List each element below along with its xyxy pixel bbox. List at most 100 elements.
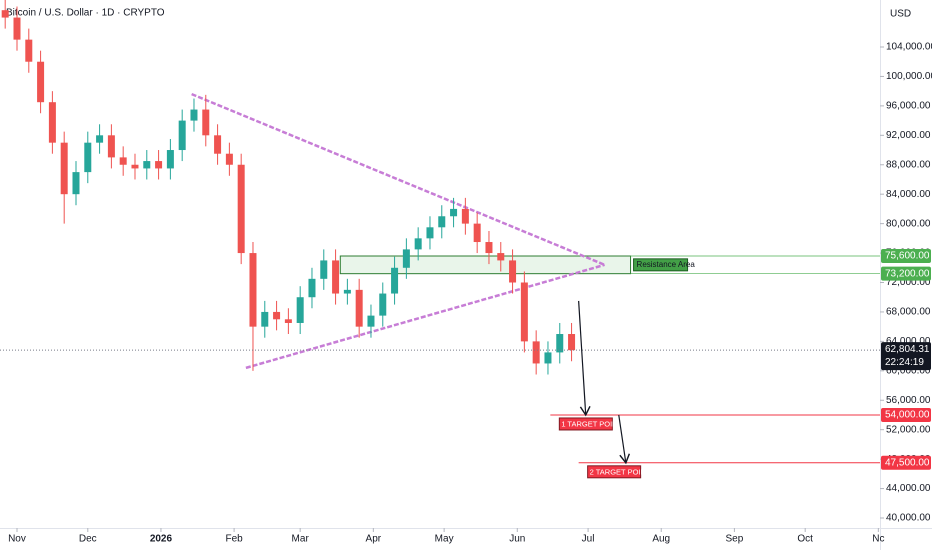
y-tick-label: 68,000.00 [886,307,931,318]
x-tick-label: Dec [79,534,97,545]
x-tick-label: Nov [8,534,26,545]
candle-body [308,278,316,298]
chart-title: Bitcoin / U.S. Dollar · 1D · CRYPTO [6,8,165,19]
countdown: 22:24:19 [885,357,924,368]
candle-body [485,242,493,254]
x-tick-label: Jun [509,534,525,545]
candle-body [261,311,269,327]
y-tick-label: 96,000.00 [886,101,931,112]
target-arrow [618,414,631,465]
candle-body [143,161,151,169]
x-tick-label: Oct [797,534,813,545]
last-price-box [881,342,931,371]
candle-body [25,39,33,62]
target-label: 2 TARGET POINT [590,467,651,476]
x-tick-label: Jul [582,534,595,545]
candle-body [391,267,399,294]
candle-body [107,135,115,158]
candle-body [48,102,56,143]
y-tick-label: 80,000.00 [886,218,931,229]
resistance-area [339,255,632,275]
y-tick-label: 84,000.00 [886,189,931,200]
target-price-label: 47,500.00 [885,457,930,468]
candle-body [426,227,434,239]
candle-body [237,164,245,254]
candle-body [13,17,21,40]
candle-body [284,319,292,323]
resistance-label: Resistance Area [637,260,696,269]
triangle-lower [245,263,605,370]
candle-body [96,135,104,143]
candle-body [438,216,446,228]
y-tick-label: 44,000.00 [886,483,931,494]
target-price-box [881,407,931,422]
y-tick-label: 56,000.00 [886,395,931,406]
candle-body [131,164,139,169]
target-label: 1 TARGET POINT [561,419,622,428]
target-label-box [558,417,613,431]
candle-body [332,260,340,294]
y-tick-label: 40,000.00 [886,513,931,524]
x-tick-label: Mar [292,534,310,545]
candle-body [178,120,186,151]
candle-body [556,334,564,353]
candle-body [273,311,281,320]
resistance-price-box [881,249,931,264]
y-tick-label: 92,000.00 [886,130,931,141]
x-tick-label: Nc [872,534,884,545]
y-tick-label: 88,000.00 [886,159,931,170]
candle-body [249,253,257,327]
x-tick-label: Aug [652,534,670,545]
currency: USD [890,9,911,20]
x-tick-label: Apr [366,534,382,545]
y-tick-label: 104,000.00 [886,42,932,53]
y-tick-label: 52,000.00 [886,424,931,435]
candle-body [461,208,469,224]
candle-body [532,341,540,364]
candle-body [190,109,198,121]
resistance-price-label: 73,200.00 [885,268,930,279]
target-label-box [587,465,642,479]
candle-body [402,249,410,268]
candle-body [520,282,528,342]
candle-body [544,352,552,364]
target-price-label: 54,000.00 [885,410,930,421]
candle-body [119,157,127,165]
x-tick-label: 2026 [150,534,173,545]
y-tick-label: 60,000.00 [886,365,931,376]
resistance-label-box [633,258,689,272]
last-price-label: 62,804.31 [885,344,930,355]
candle-body [202,109,210,136]
candle-body [84,142,92,173]
resistance-price-box [881,266,931,281]
candle-body [166,150,174,169]
candle-body [473,223,481,243]
y-tick-label: 64,000.00 [886,336,931,347]
candle-body [355,289,363,327]
target-arrow [578,300,591,417]
candle-body [214,135,222,154]
y-tick-label: 100,000.00 [886,71,932,82]
candle-body [414,238,422,250]
candle-body [497,253,505,261]
candle-body [450,208,458,217]
candle-body [296,297,304,323]
candle-body [367,315,375,327]
x-tick-label: May [435,534,454,545]
candle-body [1,10,9,18]
candle-body [60,142,68,195]
resistance-price-label: 75,600.00 [885,251,930,262]
target-price-box [881,455,931,470]
candle-body [72,172,80,195]
candle-body [37,61,45,103]
candle-body [379,293,387,316]
x-tick-label: Feb [225,534,243,545]
triangle-upper [191,92,606,266]
candle-body [320,260,328,279]
candle-body [568,334,576,351]
candle-body [225,153,233,165]
candle-body [343,289,351,294]
candle-body [155,161,163,169]
